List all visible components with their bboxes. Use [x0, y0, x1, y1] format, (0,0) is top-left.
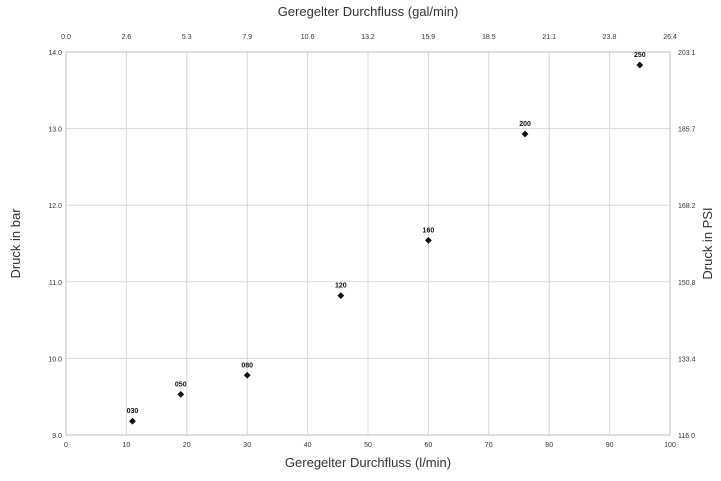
y2-tick-label: 150.8: [678, 280, 696, 287]
right-axis-title: Druck in PSI: [700, 207, 715, 279]
data-point-label: 080: [241, 362, 253, 369]
data-point-marker: [425, 237, 432, 244]
data-point-marker: [521, 130, 529, 138]
x2-tick-label: 13.2: [361, 34, 375, 41]
y-tick-label: 10.0: [48, 356, 62, 363]
data-point-label: 250: [634, 52, 646, 59]
x-tick-label: 80: [545, 442, 553, 449]
x2-tick-label: 10.6: [301, 34, 315, 41]
x-tick-label: 20: [183, 442, 191, 449]
left-axis-title: Druck in bar: [8, 208, 23, 279]
x-tick-label: 30: [243, 442, 251, 449]
data-point-label: 200: [519, 121, 531, 128]
data-point-label: 120: [335, 283, 347, 290]
data-point-marker: [243, 371, 251, 379]
x2-tick-label: 23.8: [603, 34, 617, 41]
y-tick-label: 12.0: [48, 203, 62, 210]
data-point-label: 160: [423, 227, 435, 234]
x2-tick-label: 0.0: [61, 34, 71, 41]
data-point-label: 030: [127, 408, 139, 415]
plot-area: [65, 51, 671, 436]
bottom-axis-title: Geregelter Durchfluss (l/min): [285, 455, 451, 470]
top-axis-title: Geregelter Durchfluss (gal/min): [278, 4, 459, 19]
data-point-marker: [636, 61, 644, 69]
y2-tick-label: 203.1: [678, 50, 696, 57]
x-tick-label: 50: [364, 442, 372, 449]
x2-tick-label: 21.1: [542, 34, 556, 41]
x-tick-label: 100: [664, 442, 676, 449]
y-tick-label: 13.0: [48, 127, 62, 134]
tick-labels: 0 0.0 10 2.6 20 5.3 30 7.9 40 10.6 50 13.2 60 15.9 70 1…: [48, 34, 695, 449]
y2-tick-label: 133.4: [678, 356, 696, 363]
y2-tick-label: 168.2: [678, 203, 696, 210]
data-point-marker: [177, 391, 185, 398]
y-tick-label: 9.0: [52, 433, 62, 440]
x-tick-label: 90: [606, 442, 614, 449]
x-tick-label: 10: [123, 442, 131, 449]
x2-tick-label: 7.9: [242, 34, 252, 41]
data-point-label: 050: [175, 381, 187, 388]
x2-tick-label: 15.9: [422, 34, 436, 41]
x-tick-label: 40: [304, 442, 312, 449]
x-tick-label: 70: [485, 442, 493, 449]
y2-tick-label: 185.7: [678, 127, 696, 134]
x2-tick-label: 5.3: [182, 34, 192, 41]
x-tick-label: 0: [64, 442, 68, 449]
y-tick-label: 11.0: [49, 280, 62, 287]
x-tick-label: 60: [425, 442, 433, 449]
data-point-marker: [337, 292, 345, 299]
gridlines: [65, 51, 671, 436]
x2-tick-label: 26.4: [663, 34, 677, 41]
x2-tick-label: 18.5: [482, 34, 496, 41]
x2-tick-label: 2.6: [122, 34, 132, 41]
y2-tick-label: 116.0: [678, 433, 695, 440]
data-points: 030 050 080 120 160 200 250: [127, 52, 646, 425]
y-tick-label: 14.0: [48, 50, 62, 57]
data-point-marker: [129, 417, 136, 425]
